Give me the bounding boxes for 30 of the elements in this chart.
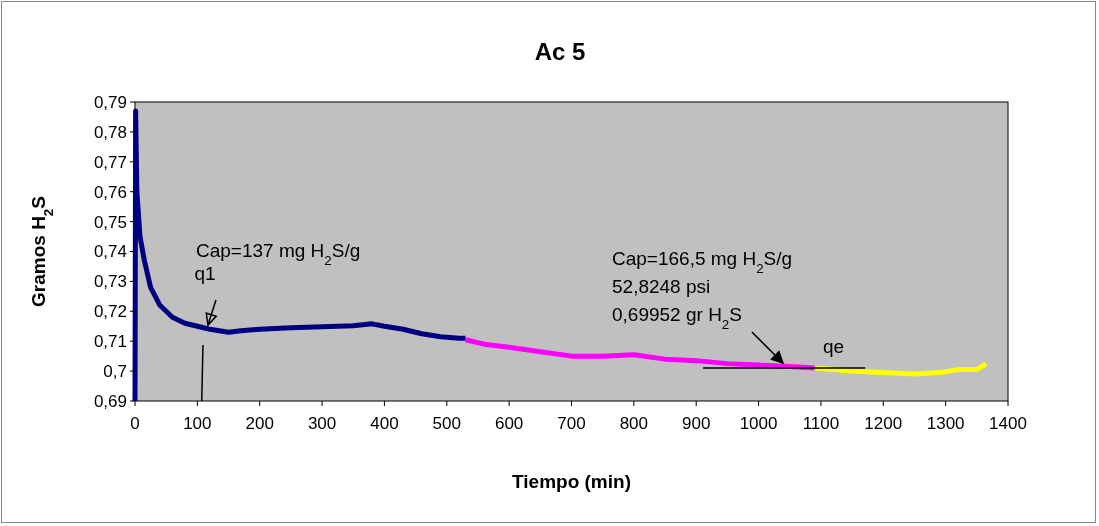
text: Cap=166,5 mg H$_{2}$S/g 52,8248 psi 0,69952 gr H$_{2}$S (612, 248, 793, 332)
y-tick-label: 0,69 (93, 391, 127, 411)
x-tick-label: 500 (432, 414, 461, 433)
x-tick-label: 300 (307, 414, 337, 433)
y-tick-label: 0,77 (93, 152, 127, 172)
annotation: qe (822, 336, 845, 358)
y-tick-label: 0,72 (93, 302, 127, 322)
x-tick-label: 0 (130, 414, 140, 433)
x-tick-label: 800 (619, 414, 649, 433)
x-tick-label: 400 (370, 414, 399, 433)
x-tick-label: 1000 (739, 414, 778, 433)
x-tick-label: 1100 (802, 414, 840, 433)
y-tick-label: 0,78 (93, 122, 127, 142)
chart-title: Ac 5 (534, 38, 586, 65)
y-tick-label: 0,75 (93, 212, 127, 232)
x-tick-label: 1200 (864, 414, 903, 433)
x-axis-title: Tiempo (min) (512, 471, 631, 492)
y-tick-label: 0,73 (93, 272, 127, 292)
x-tick-label: 1300 (926, 414, 965, 433)
x-tick-label: 600 (494, 414, 524, 433)
x-tick-label: 100 (183, 414, 212, 433)
y-tick-label: 0,71 (93, 332, 127, 352)
y-tick-label: 0,7 (103, 362, 127, 382)
x-tick-label: 700 (557, 414, 586, 433)
y-tick-label: 0,76 (93, 182, 127, 202)
x-tick-label: 200 (245, 414, 274, 433)
y-tick-label: 0,74 (93, 242, 127, 262)
y-tick-label: 0,79 (93, 92, 127, 112)
x-tick-label: 1400 (989, 414, 1027, 433)
x-tick-label: 900 (682, 414, 711, 433)
